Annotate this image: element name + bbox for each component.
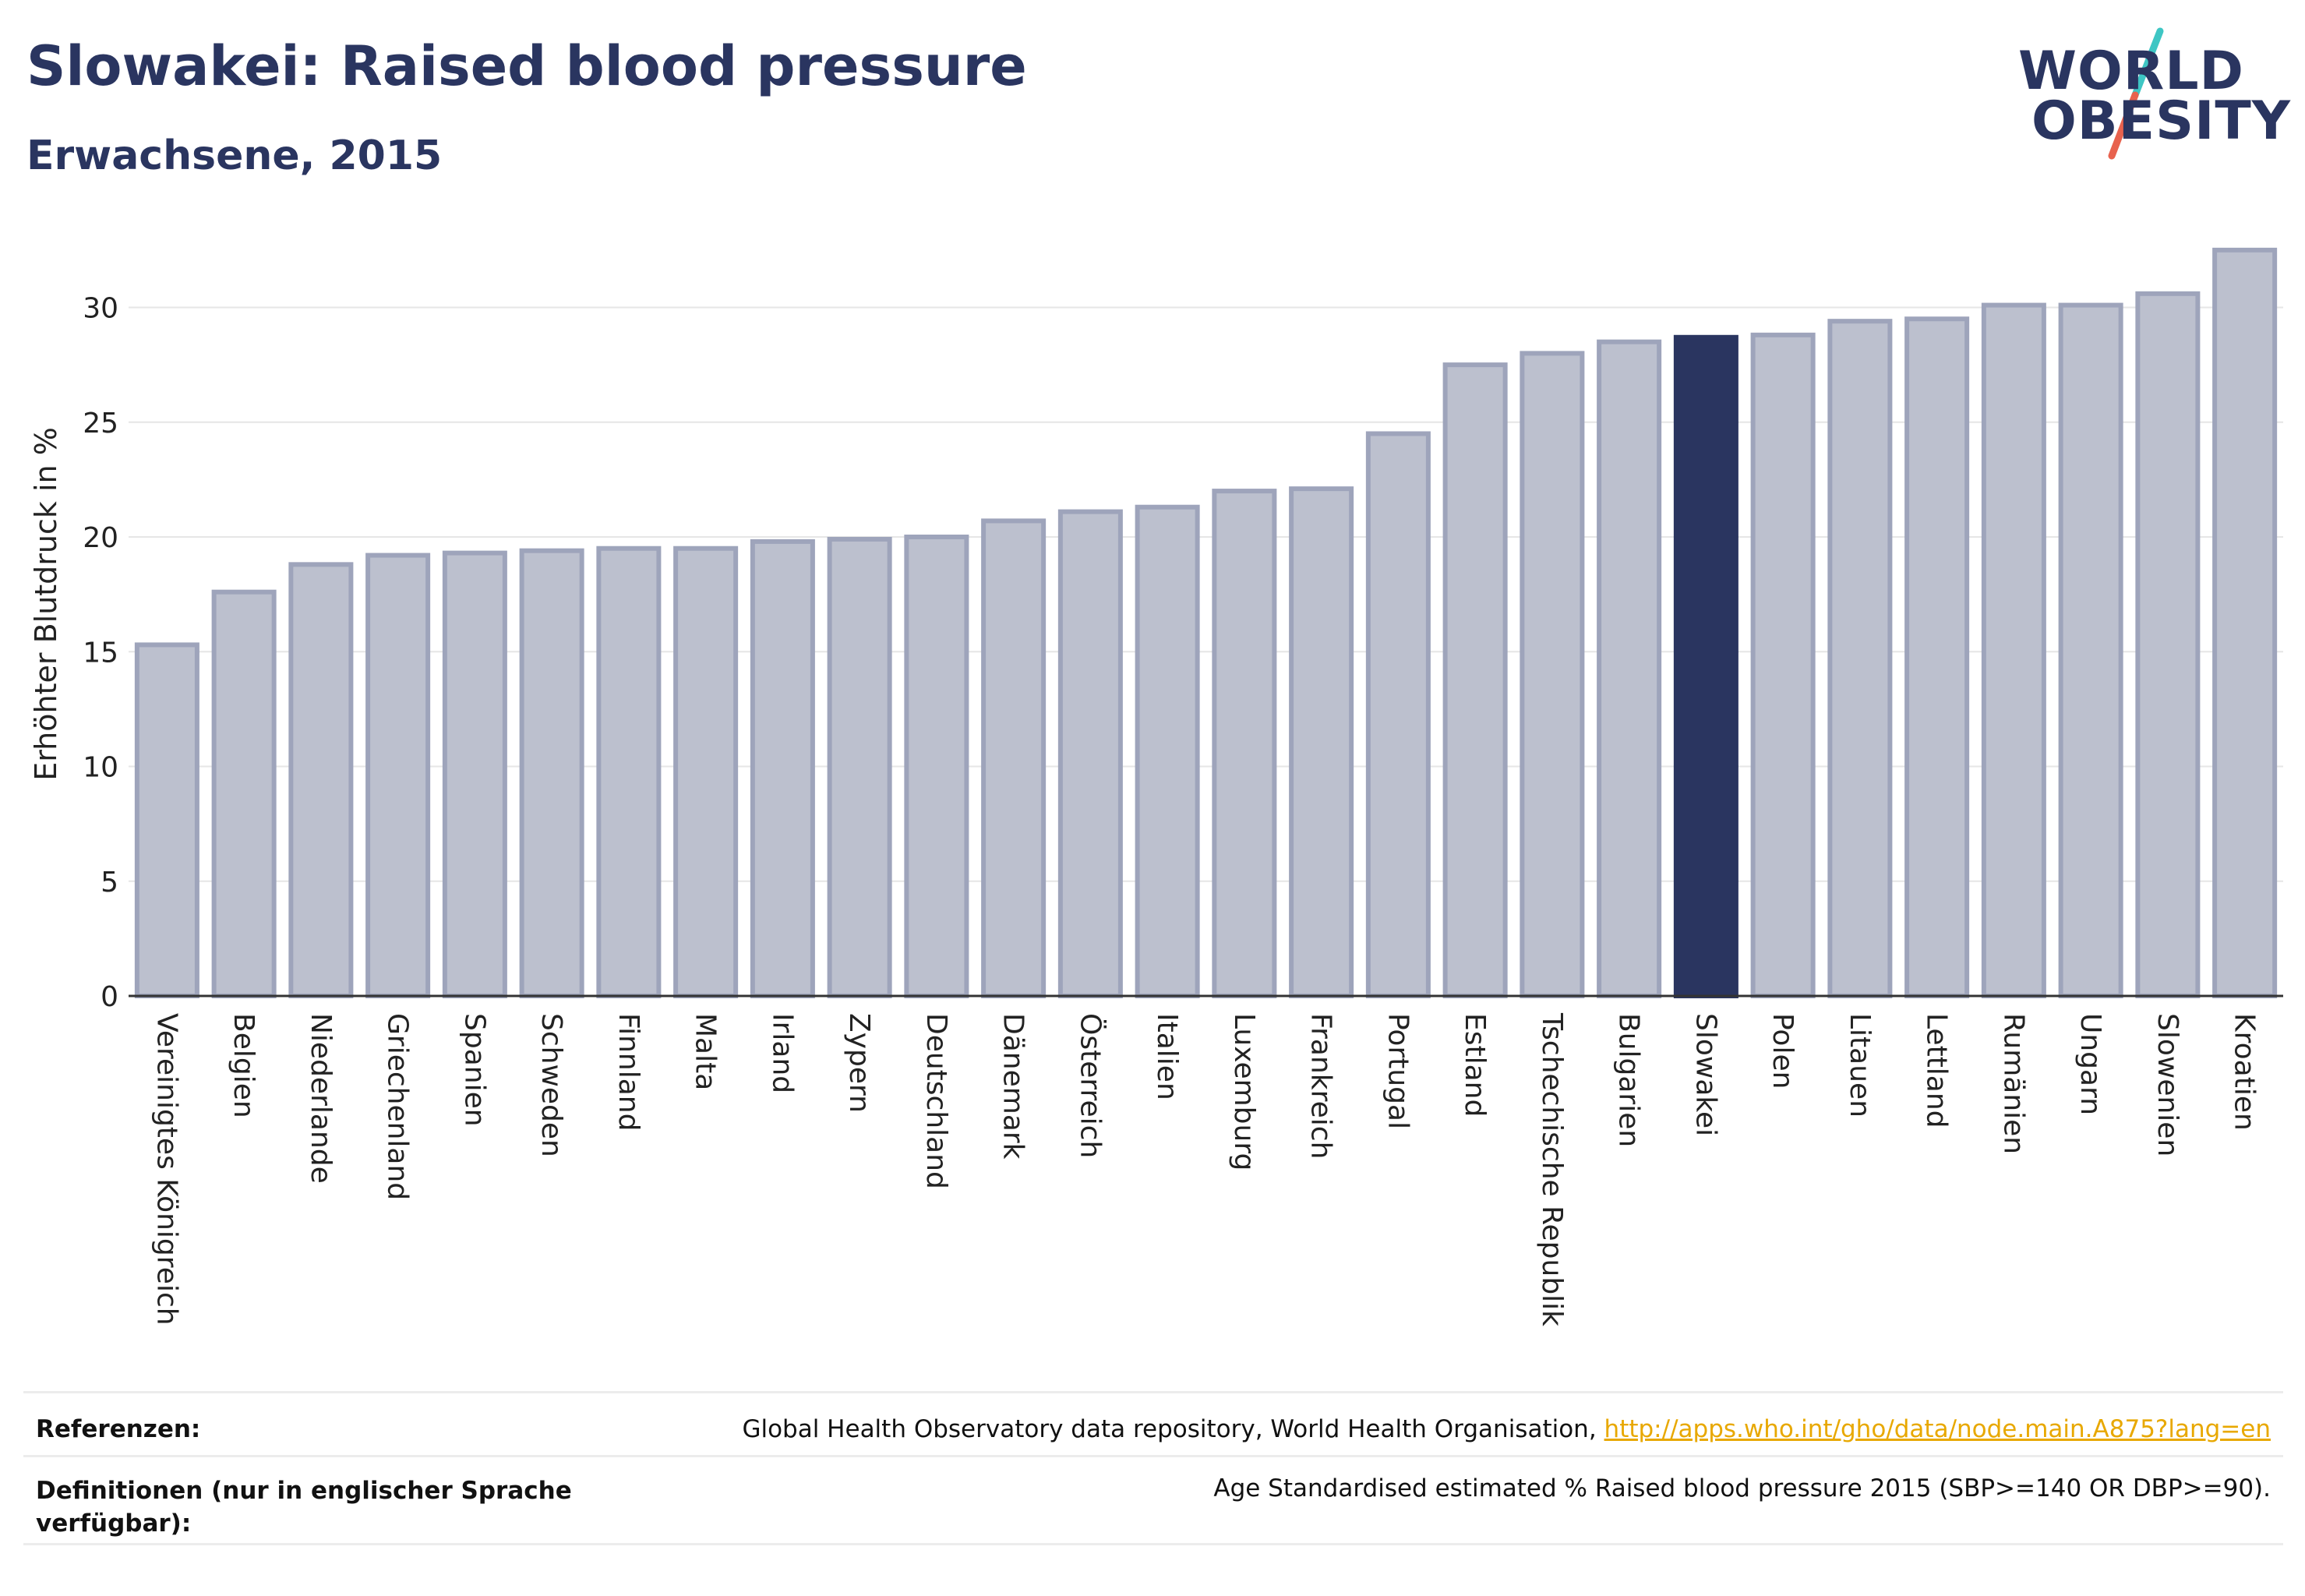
y-tick-label: 20 bbox=[83, 522, 118, 554]
bar[interactable] bbox=[2058, 302, 2123, 998]
bar-highlighted[interactable] bbox=[1673, 334, 1738, 999]
x-tick-label: Tschechische Republik bbox=[1536, 1012, 1568, 1326]
bar[interactable] bbox=[1365, 431, 1431, 998]
x-tick-label: Italien bbox=[1151, 1013, 1183, 1100]
bar-chart: 0 5 10 15 20 25 30 Vereinigtes Königreich Belgie… bbox=[29, 247, 2283, 1326]
x-tick-label: Slowakei bbox=[1689, 1013, 1721, 1136]
bar[interactable] bbox=[596, 546, 662, 998]
bar[interactable] bbox=[519, 548, 584, 998]
world-obesity-logo: WORLD OBESITY bbox=[2018, 23, 2291, 164]
y-tick-label: 25 bbox=[83, 408, 118, 440]
x-tick-label: Irland bbox=[766, 1013, 798, 1093]
x-tick-label: Niederlande bbox=[305, 1013, 337, 1184]
bar[interactable] bbox=[1057, 509, 1123, 998]
x-tick-label: Kroatien bbox=[2229, 1013, 2261, 1131]
x-tick-label: Litauen bbox=[1844, 1013, 1876, 1118]
bar[interactable] bbox=[211, 589, 277, 998]
x-tick-label: Luxemburg bbox=[1228, 1013, 1260, 1171]
x-tick-label: Bulgarien bbox=[1613, 1013, 1645, 1147]
y-tick-label: 10 bbox=[83, 752, 118, 784]
bar[interactable] bbox=[1904, 316, 1970, 999]
bar[interactable] bbox=[1442, 362, 1508, 998]
x-tick-label: Schweden bbox=[535, 1013, 567, 1157]
bar[interactable] bbox=[365, 553, 431, 998]
bar[interactable] bbox=[750, 538, 815, 998]
references-text: Global Health Observatory data repositor… bbox=[742, 1415, 1604, 1443]
x-tick-label: Deutschland bbox=[920, 1013, 952, 1189]
bar[interactable] bbox=[2212, 247, 2278, 998]
x-tick-label: Estland bbox=[1459, 1013, 1491, 1117]
x-tick-label: Rumänien bbox=[1997, 1013, 2029, 1154]
x-tick-label: Slowenien bbox=[2151, 1013, 2183, 1156]
y-tick-label: 30 bbox=[83, 293, 118, 325]
bar[interactable] bbox=[1212, 489, 1277, 998]
bar[interactable] bbox=[134, 642, 199, 998]
definitions-label: Definitionen (nur in englischer Sprache … bbox=[36, 1477, 572, 1538]
bar[interactable] bbox=[442, 550, 507, 998]
x-tick-label: Griechenland bbox=[382, 1013, 414, 1200]
bars bbox=[134, 247, 2278, 999]
bar[interactable] bbox=[981, 518, 1047, 998]
bar[interactable] bbox=[288, 562, 354, 998]
bar[interactable] bbox=[1289, 486, 1354, 998]
x-tick-label: Österreich bbox=[1074, 1013, 1107, 1158]
x-tick-label: Portugal bbox=[1382, 1013, 1414, 1129]
logo-text-obesity: OBESITY bbox=[2031, 90, 2291, 152]
bar[interactable] bbox=[827, 536, 892, 998]
x-tick-label: Frankreich bbox=[1305, 1013, 1337, 1159]
references-row: Referenzen: Global Health Observatory da… bbox=[23, 1391, 2283, 1456]
bar[interactable] bbox=[1827, 319, 1893, 999]
x-tick-label: Spanien bbox=[458, 1013, 490, 1127]
definitions-row: Definitionen (nur in englischer Sprache … bbox=[23, 1455, 2283, 1545]
bar[interactable] bbox=[904, 535, 969, 998]
references-label: Referenzen: bbox=[36, 1415, 201, 1443]
references-link[interactable]: http://apps.who.int/gho/data/node.main.A… bbox=[1604, 1415, 2271, 1443]
x-tick-label: Zypern bbox=[843, 1013, 875, 1113]
x-tick-label: Ungarn bbox=[2074, 1013, 2106, 1115]
bar[interactable] bbox=[1520, 351, 1585, 998]
y-tick-label: 15 bbox=[83, 637, 118, 669]
definitions-value: Age Standardised estimated % Raised bloo… bbox=[1213, 1474, 2271, 1502]
y-tick-label: 5 bbox=[101, 867, 118, 899]
x-tick-label: Polen bbox=[1767, 1013, 1798, 1089]
bar[interactable] bbox=[1135, 504, 1200, 998]
y-tick-label: 0 bbox=[101, 981, 118, 1013]
bar[interactable] bbox=[2135, 291, 2201, 998]
y-axis-label: Erhöhter Blutdruck in % bbox=[29, 427, 63, 781]
x-tick-label: Dänemark bbox=[997, 1013, 1029, 1160]
x-tick-label: Malta bbox=[690, 1013, 722, 1090]
axes: 0 5 10 15 20 25 30 Vereinigtes Königreich Belgie… bbox=[83, 293, 2283, 1326]
logo-text-world: WORLD bbox=[2018, 41, 2244, 102]
x-tick-label: Vereinigtes Königreich bbox=[150, 1013, 182, 1326]
logo-slash-icon bbox=[2108, 27, 2164, 160]
bar[interactable] bbox=[1597, 339, 1662, 998]
bar[interactable] bbox=[1750, 332, 1816, 998]
chart-subtitle: Erwachsene, 2015 bbox=[26, 132, 443, 179]
chart-title: Slowakei: Raised blood pressure bbox=[26, 34, 1027, 98]
references-value: Global Health Observatory data repositor… bbox=[742, 1415, 2271, 1443]
x-tick-label: Belgien bbox=[228, 1013, 259, 1118]
bar[interactable] bbox=[1981, 302, 2046, 998]
x-tick-label: Lettland bbox=[1921, 1013, 1953, 1128]
x-tick-label: Finnland bbox=[612, 1013, 644, 1131]
bar[interactable] bbox=[673, 546, 739, 998]
